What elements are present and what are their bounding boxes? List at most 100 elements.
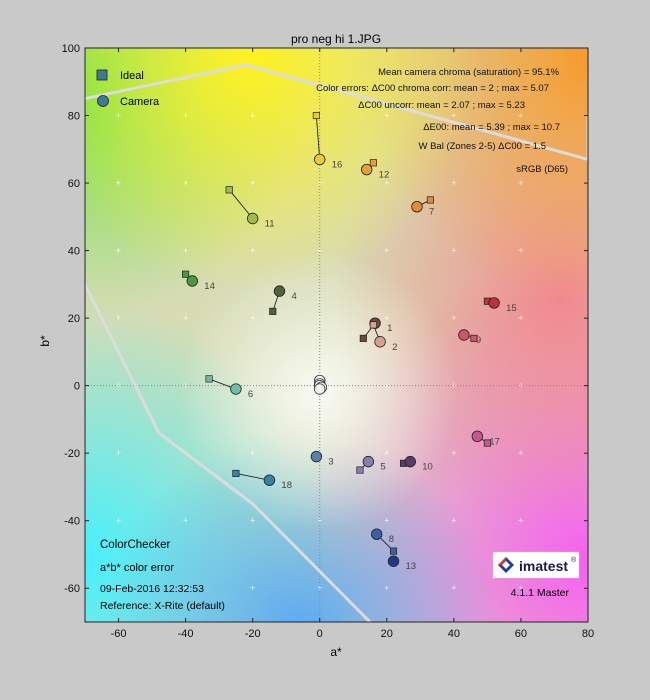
ideal-marker: [205, 375, 213, 383]
patch-label: 1: [387, 323, 392, 334]
patch-label: 16: [332, 159, 343, 170]
grid-mark: +: [116, 178, 121, 188]
camera-marker: [230, 383, 242, 395]
grid-mark: +: [518, 448, 523, 458]
patch-label: 13: [406, 561, 417, 572]
y-tick-label: -40: [64, 516, 80, 528]
legend-ideal-marker: [96, 69, 108, 81]
y-tick-label: -20: [64, 448, 80, 460]
grid-mark: +: [250, 448, 255, 458]
grid-mark: +: [384, 448, 389, 458]
gamut-line-upper: [85, 63, 588, 161]
ideal-marker: [356, 466, 364, 474]
info-reference: Reference: X-Rite (default): [100, 600, 225, 612]
grid-mark: +: [384, 111, 389, 121]
grid-mark: +: [250, 313, 255, 323]
patch-7: 7: [411, 196, 434, 218]
ideal-marker: [359, 334, 367, 342]
camera-marker: [246, 212, 259, 225]
grid-mark: +: [250, 111, 255, 121]
patch-11: 11: [225, 186, 275, 230]
grid-mark: +: [250, 583, 255, 593]
camera-marker: [263, 474, 276, 486]
patch-5: 5: [356, 455, 386, 474]
patch-label: 6: [248, 389, 253, 400]
grid-mark: +: [451, 381, 456, 391]
patch-4: 4: [269, 285, 297, 315]
grid-mark: +: [116, 313, 121, 323]
x-tick-label: -40: [178, 628, 194, 640]
plot-frame: [84, 47, 589, 623]
ideal-marker: [389, 547, 398, 555]
grid-mark: +: [183, 111, 188, 121]
grid-mark: +: [116, 246, 121, 256]
grid-mark: +: [183, 178, 188, 188]
y-tick-label: 40: [68, 246, 80, 258]
gamut-boundary: [85, 63, 588, 622]
grid-mark: +: [183, 583, 188, 593]
y-axis-label: b*: [38, 335, 52, 347]
patch-6: 6: [205, 375, 253, 400]
camera-marker: [310, 450, 323, 463]
grid-mark: +: [585, 43, 590, 53]
annotation-chroma: Mean camera chroma (saturation) = 95.1%: [378, 67, 559, 78]
x-tick-label: 0: [317, 628, 323, 640]
info-timestamp: 09-Feb-2016 12:32:53: [100, 583, 204, 595]
patch-18: 18: [232, 469, 292, 491]
imatest-logo-icon: [498, 557, 514, 573]
annotation-uncorr: ΔC00 uncorr: mean = 2.07 ; max = 5.23: [358, 100, 525, 111]
camera-marker: [404, 455, 416, 468]
patch-label: 10: [422, 462, 433, 473]
grid-mark: +: [518, 111, 523, 121]
patch-label: 5: [380, 462, 385, 473]
patch-14: 14: [182, 270, 215, 292]
camera-marker: [471, 430, 484, 442]
camera-marker: [371, 528, 383, 540]
camera-marker: [374, 336, 386, 348]
x-tick-label: 60: [515, 628, 527, 640]
annotation-wbal: W Bal (Zones 2-5) ΔC00 = 1.5: [418, 141, 546, 152]
grid-mark: +: [518, 246, 523, 256]
grid-mark: +: [183, 246, 188, 256]
patch-17: 17: [471, 430, 500, 447]
grid-mark: +: [183, 313, 188, 323]
camera-marker: [362, 455, 375, 468]
grid-mark: +: [250, 178, 255, 188]
patch-label: 18: [281, 480, 292, 491]
patch-12: 12: [360, 159, 389, 181]
camera-marker: [186, 275, 199, 287]
patch-9: 9: [458, 329, 481, 346]
grid-mark: +: [250, 381, 255, 391]
legend-ideal-label: Ideal: [120, 70, 144, 82]
grid-mark: +: [518, 178, 523, 188]
camera-marker: [314, 153, 326, 166]
imatest-logo: imatest ®: [492, 551, 580, 579]
patch-label: 15: [506, 303, 517, 314]
patch-label: 4: [291, 291, 296, 302]
patch-label: 8: [389, 534, 394, 545]
neutral-marker: [314, 383, 326, 395]
grid-mark: +: [518, 313, 523, 323]
grid-mark: +: [451, 583, 456, 593]
legend-camera-label: Camera: [120, 96, 160, 108]
grid-mark: +: [451, 448, 456, 458]
patch-label: 17: [489, 436, 500, 447]
camera-marker: [411, 200, 423, 213]
grid-mark: +: [384, 381, 389, 391]
patch-label: 2: [392, 342, 397, 353]
patch-label: 14: [204, 281, 215, 292]
grid-mark: +: [250, 516, 255, 526]
patch-8: 8: [371, 528, 398, 555]
grid-mark: +: [384, 516, 389, 526]
camera-marker: [458, 329, 470, 341]
version-label: 4.1.1 Master: [511, 587, 570, 599]
grid-mark: +: [317, 516, 322, 526]
grid-mark: +: [384, 178, 389, 188]
ideal-marker: [232, 469, 240, 477]
figure-title: pro neg hi 1.JPG: [291, 32, 381, 46]
grid-mark: +: [451, 178, 456, 188]
grid-mark: +: [518, 516, 523, 526]
grid-mark: +: [317, 246, 322, 256]
patch-label: 9: [476, 335, 481, 346]
